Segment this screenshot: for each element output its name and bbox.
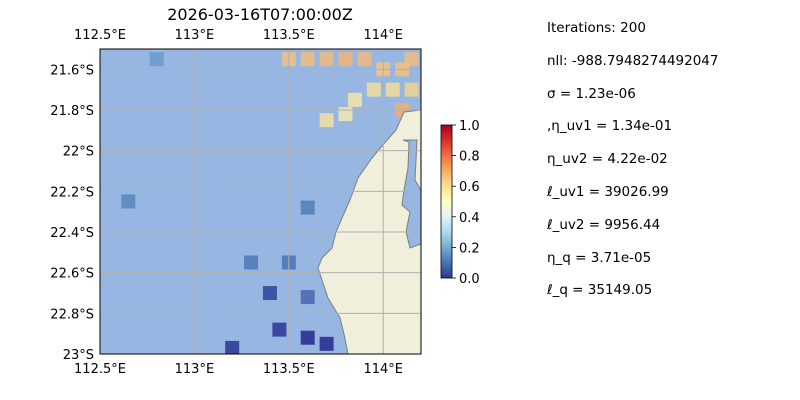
x-tick-label: 112.5°E [74, 28, 126, 43]
colorbar-tick-label: 1.0 [459, 119, 480, 134]
x-tick-labels-top: 112.5°E 113°E 113.5°E 114°E [74, 28, 403, 43]
x-tick-label: 113°E [175, 28, 215, 43]
y-tick-label: 22.2°S [50, 185, 94, 200]
map-frame [99, 48, 422, 355]
map-grid [100, 49, 421, 354]
colorbar-tick-label: 0.2 [459, 241, 480, 256]
parameter-line: η_q = 3.71e-05 [547, 249, 652, 266]
heatmap-cell [300, 330, 315, 345]
heatmap-cell [319, 52, 334, 67]
heatmap-cell [404, 82, 419, 97]
map-axes [100, 49, 421, 354]
parameter-line: ,η_uv1 = 1.34e-01 [547, 118, 673, 135]
colorbar: 0.0 0.2 0.4 0.6 0.8 1.0 [440, 119, 480, 287]
y-tick-label: 22°S [63, 145, 94, 160]
colorbar-tick-labels: 0.0 0.2 0.4 0.6 0.8 1.0 [452, 119, 480, 287]
y-tick-label: 22.4°S [50, 226, 94, 241]
heatmap-cell [366, 82, 381, 97]
y-tick-label: 21.8°S [50, 104, 94, 119]
y-tick-labels: 21.6°S 21.8°S 22°S 22.2°S 22.4°S 22.6°S 22.8°S… [50, 63, 94, 363]
heatmap-cell [300, 290, 315, 305]
parameter-list: Iterations: 200 nll: -988.7948274492047 σ … [547, 20, 719, 315]
colorbar-tick-label: 0.4 [459, 211, 480, 226]
x-tick-label: 113.5°E [263, 28, 315, 43]
parameter-line: nll: -988.7948274492047 [547, 52, 719, 69]
heatmap-cell [225, 340, 240, 354]
y-tick-label: 22.6°S [50, 267, 94, 282]
parameter-line: η_uv2 = 4.22e-02 [547, 151, 668, 168]
y-tick-label: 21.6°S [50, 63, 94, 78]
y-tick-label: 23°S [63, 348, 94, 363]
parameter-line: Iterations: 200 [547, 20, 646, 36]
heatmap-cell [319, 113, 334, 128]
parameter-line: ℓ_uv2 = 9956.44 [547, 216, 661, 233]
x-tick-label: 114°E [363, 28, 403, 43]
x-tick-label: 114°E [363, 362, 403, 377]
heatmap-cell [262, 286, 277, 300]
x-tick-label: 112.5°E [74, 362, 126, 377]
x-tick-labels-bottom: 112.5°E 113°E 113.5°E 114°E [74, 362, 403, 377]
heatmap-cell [244, 255, 259, 270]
colorbar-tick-label: 0.8 [459, 150, 480, 165]
heatmap-cell [338, 107, 353, 122]
heatmap-cell [149, 52, 164, 67]
y-tick-label: 22.8°S [50, 307, 94, 322]
heatmap-cell [300, 200, 315, 215]
heatmap-cell [347, 92, 362, 107]
heatmap-cell [385, 82, 400, 97]
parameter-line: ℓ_q = 35149.05 [547, 282, 653, 299]
heatmap-cell [357, 52, 372, 67]
x-tick-label: 113°E [175, 362, 215, 377]
heatmap-cell [319, 336, 334, 351]
heatmap-cell [272, 322, 287, 337]
heatmap-cell [300, 52, 315, 67]
x-tick-label: 113.5°E [263, 362, 315, 377]
chart-title: 2026-03-16T07:00:00Z [167, 5, 353, 24]
colorbar-tick-label: 0.6 [459, 180, 480, 195]
heatmap-cell [338, 52, 353, 67]
colorbar-tick-label: 0.0 [459, 272, 480, 287]
colorbar-gradient [440, 124, 453, 279]
parameter-line: ℓ_uv1 = 39026.99 [547, 183, 669, 200]
heatmap-cell [121, 194, 136, 209]
parameter-line: σ = 1.23e-06 [547, 85, 636, 102]
